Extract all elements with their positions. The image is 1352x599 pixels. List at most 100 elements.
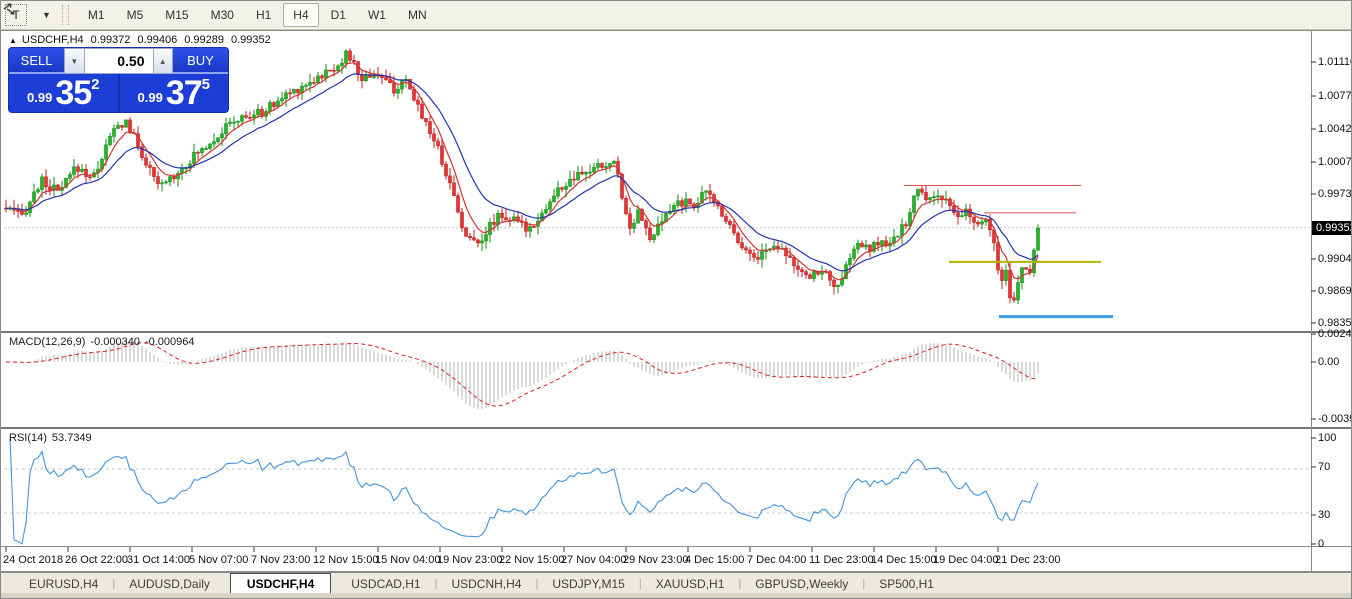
time-tick-label: 21 Dec 23:00 (995, 554, 1061, 566)
timeframe-button-h1[interactable]: H1 (255, 8, 272, 22)
tab-divider: | (434, 577, 438, 590)
chart-tab-gbpusd-weekly[interactable]: GBPUSD,Weekly (755, 577, 849, 591)
macd-pane[interactable] (6, 339, 1039, 410)
macd-signal-line (6, 342, 1039, 407)
timeframe-button-m30[interactable]: M30 (210, 8, 234, 22)
rsi-line (9, 438, 1039, 545)
buy-price-prefix: 0.99 (137, 90, 163, 105)
pane-splitter-rsi[interactable] (1, 426, 1311, 430)
macd-tick-label: 0.00 (1318, 356, 1340, 368)
chart-tab-usdcad-h1[interactable]: USDCAD,H1 (351, 577, 421, 591)
time-tick-label: 4 Dec 15:00 (685, 554, 745, 566)
collapse-triangle-icon: ▲ (9, 35, 17, 45)
time-tick-label: 22 Nov 15:00 (499, 554, 565, 566)
rsi-label: RSI(14) 53.7349 (9, 432, 97, 444)
buy-price-sup: 5 (201, 76, 210, 93)
timeframe-button-d1[interactable]: D1 (330, 8, 346, 22)
macd-value-signal: -0.000964 (144, 336, 195, 348)
time-tick-label: 7 Dec 04:00 (747, 554, 807, 566)
one-click-trade-panel: SELL ▼ ▲ BUY 0.99 35 2 0.99 37 5 (9, 48, 228, 112)
tab-divider: | (535, 577, 539, 590)
timeframe-group: M1 M5 M15 M30 H1 H4 D1 W1 MN (77, 3, 438, 27)
symbol-period: USDCHF,H4 (21, 34, 84, 46)
slow-ma (5, 73, 1039, 272)
time-tick-label: 15 Nov 04:00 (375, 554, 441, 566)
macd-label: MACD(12,26,9) -0.000340 -0.000964 (9, 336, 200, 348)
toolbar: T ▼ M1 M5 M15 M30 H1 H4 D1 W1 MN (1, 1, 1351, 30)
pane-splitter-macd[interactable] (1, 330, 1311, 334)
chart-tab-sp500-h1[interactable]: SP500,H1 (879, 577, 934, 591)
volume-input[interactable] (84, 48, 153, 74)
time-tick-label: 12 Nov 15:00 (313, 554, 379, 566)
time-tick-label: 27 Nov 04:00 (561, 554, 627, 566)
time-tick-label: 31 Oct 14:00 (127, 554, 190, 566)
time-tick-label: 26 Oct 22:00 (65, 554, 128, 566)
timeframe-button-h4[interactable]: H4 (283, 3, 319, 27)
time-tick-label: 14 Dec 15:00 (871, 554, 937, 566)
macd-tick-label: 0.002492 (1318, 328, 1352, 340)
ohlc-open: 0.99372 (90, 34, 131, 46)
sell-price-big: 35 (55, 74, 92, 112)
sell-button[interactable]: SELL (9, 48, 65, 74)
time-tick-label: 24 Oct 2018 (3, 554, 63, 566)
macd-value-main: -0.000340 (90, 336, 140, 348)
chart-tab-usdcnh-h4[interactable]: USDCNH,H4 (451, 577, 522, 591)
volume-increase-button[interactable]: ▲ (152, 48, 173, 74)
rsi-value: 53.7349 (51, 432, 92, 444)
sell-price-prefix: 0.99 (27, 90, 53, 105)
buy-price[interactable]: 0.99 37 5 (120, 74, 229, 112)
dropdown-caret-icon: ▼ (42, 10, 51, 20)
buy-button[interactable]: BUY (172, 48, 228, 74)
time-tick-label: 7 Nov 23:00 (251, 554, 311, 566)
time-tick-label: 19 Dec 04:00 (933, 554, 999, 566)
timeframe-button-w1[interactable]: W1 (367, 8, 386, 22)
sell-price-sup: 2 (91, 76, 100, 93)
fast-ma (5, 62, 1039, 281)
price-tick-label: 1.01110 (1318, 56, 1351, 68)
trade-panel-divider (117, 74, 120, 112)
price-tick-label: 1.00420 (1318, 123, 1352, 135)
main-pane[interactable] (4, 48, 1311, 319)
buy-price-big: 37 (165, 74, 203, 112)
timeframe-button-mn[interactable]: MN (407, 8, 427, 22)
chart-title: ▲ USDCHF,H4 0.99372 0.99406 0.99289 0.99… (9, 34, 278, 46)
rsi-name: RSI(14) (9, 432, 47, 444)
current-price-tag: 0.99352 (1312, 221, 1351, 235)
tab-divider: | (112, 577, 116, 590)
volume-decrease-button[interactable]: ▼ (64, 48, 85, 74)
tab-divider: | (638, 577, 642, 590)
chart-tab-xauusd-h1[interactable]: XAUUSD,H1 (655, 577, 725, 591)
chart-tab-bar: EURUSD,H4 | AUDUSD,Daily USDCHF,H4 USDCAD,H1… (1, 572, 1351, 594)
tab-divider: | (738, 577, 742, 590)
chart-tab-usdjpy-m15[interactable]: USDJPY,M15 (552, 577, 625, 591)
rsi-tick-label: 100 (1318, 432, 1337, 444)
sell-price[interactable]: 0.99 35 2 (9, 74, 118, 112)
ohlc-close: 0.99352 (230, 34, 271, 46)
chart-tab-eurusd-h4[interactable]: EURUSD,H4 (29, 577, 99, 591)
tab-divider: | (862, 577, 866, 590)
toolbar-grip[interactable] (61, 5, 69, 25)
rsi-tick-label: 0 (1318, 538, 1325, 550)
timeframe-button-m1[interactable]: M1 (87, 8, 105, 22)
rsi-pane[interactable] (4, 438, 1311, 545)
timeframe-button-m5[interactable]: M5 (126, 8, 144, 22)
ohlc-low: 0.99289 (184, 34, 224, 46)
chart-tab-usdchf-h4[interactable]: USDCHF,H4 (229, 573, 332, 594)
time-tick-label: 19 Nov 23:00 (437, 554, 503, 566)
chart-tab-audusd-daily[interactable]: AUDUSD,Daily (129, 577, 210, 591)
time-tick-label: 11 Dec 23:00 (809, 554, 874, 566)
rsi-tick-label: 30 (1318, 509, 1331, 521)
tile-windows-button[interactable]: ▼ (3, 3, 54, 22)
timeframe-button-m15[interactable]: M15 (165, 8, 189, 22)
macd-name: MACD(12,26,9) (9, 336, 86, 348)
window-bottom-edge (1, 593, 1351, 598)
ohlc-high: 0.99406 (137, 34, 178, 46)
rsi-tick-label: 70 (1318, 461, 1331, 473)
text-tool-button[interactable]: T (5, 4, 27, 26)
